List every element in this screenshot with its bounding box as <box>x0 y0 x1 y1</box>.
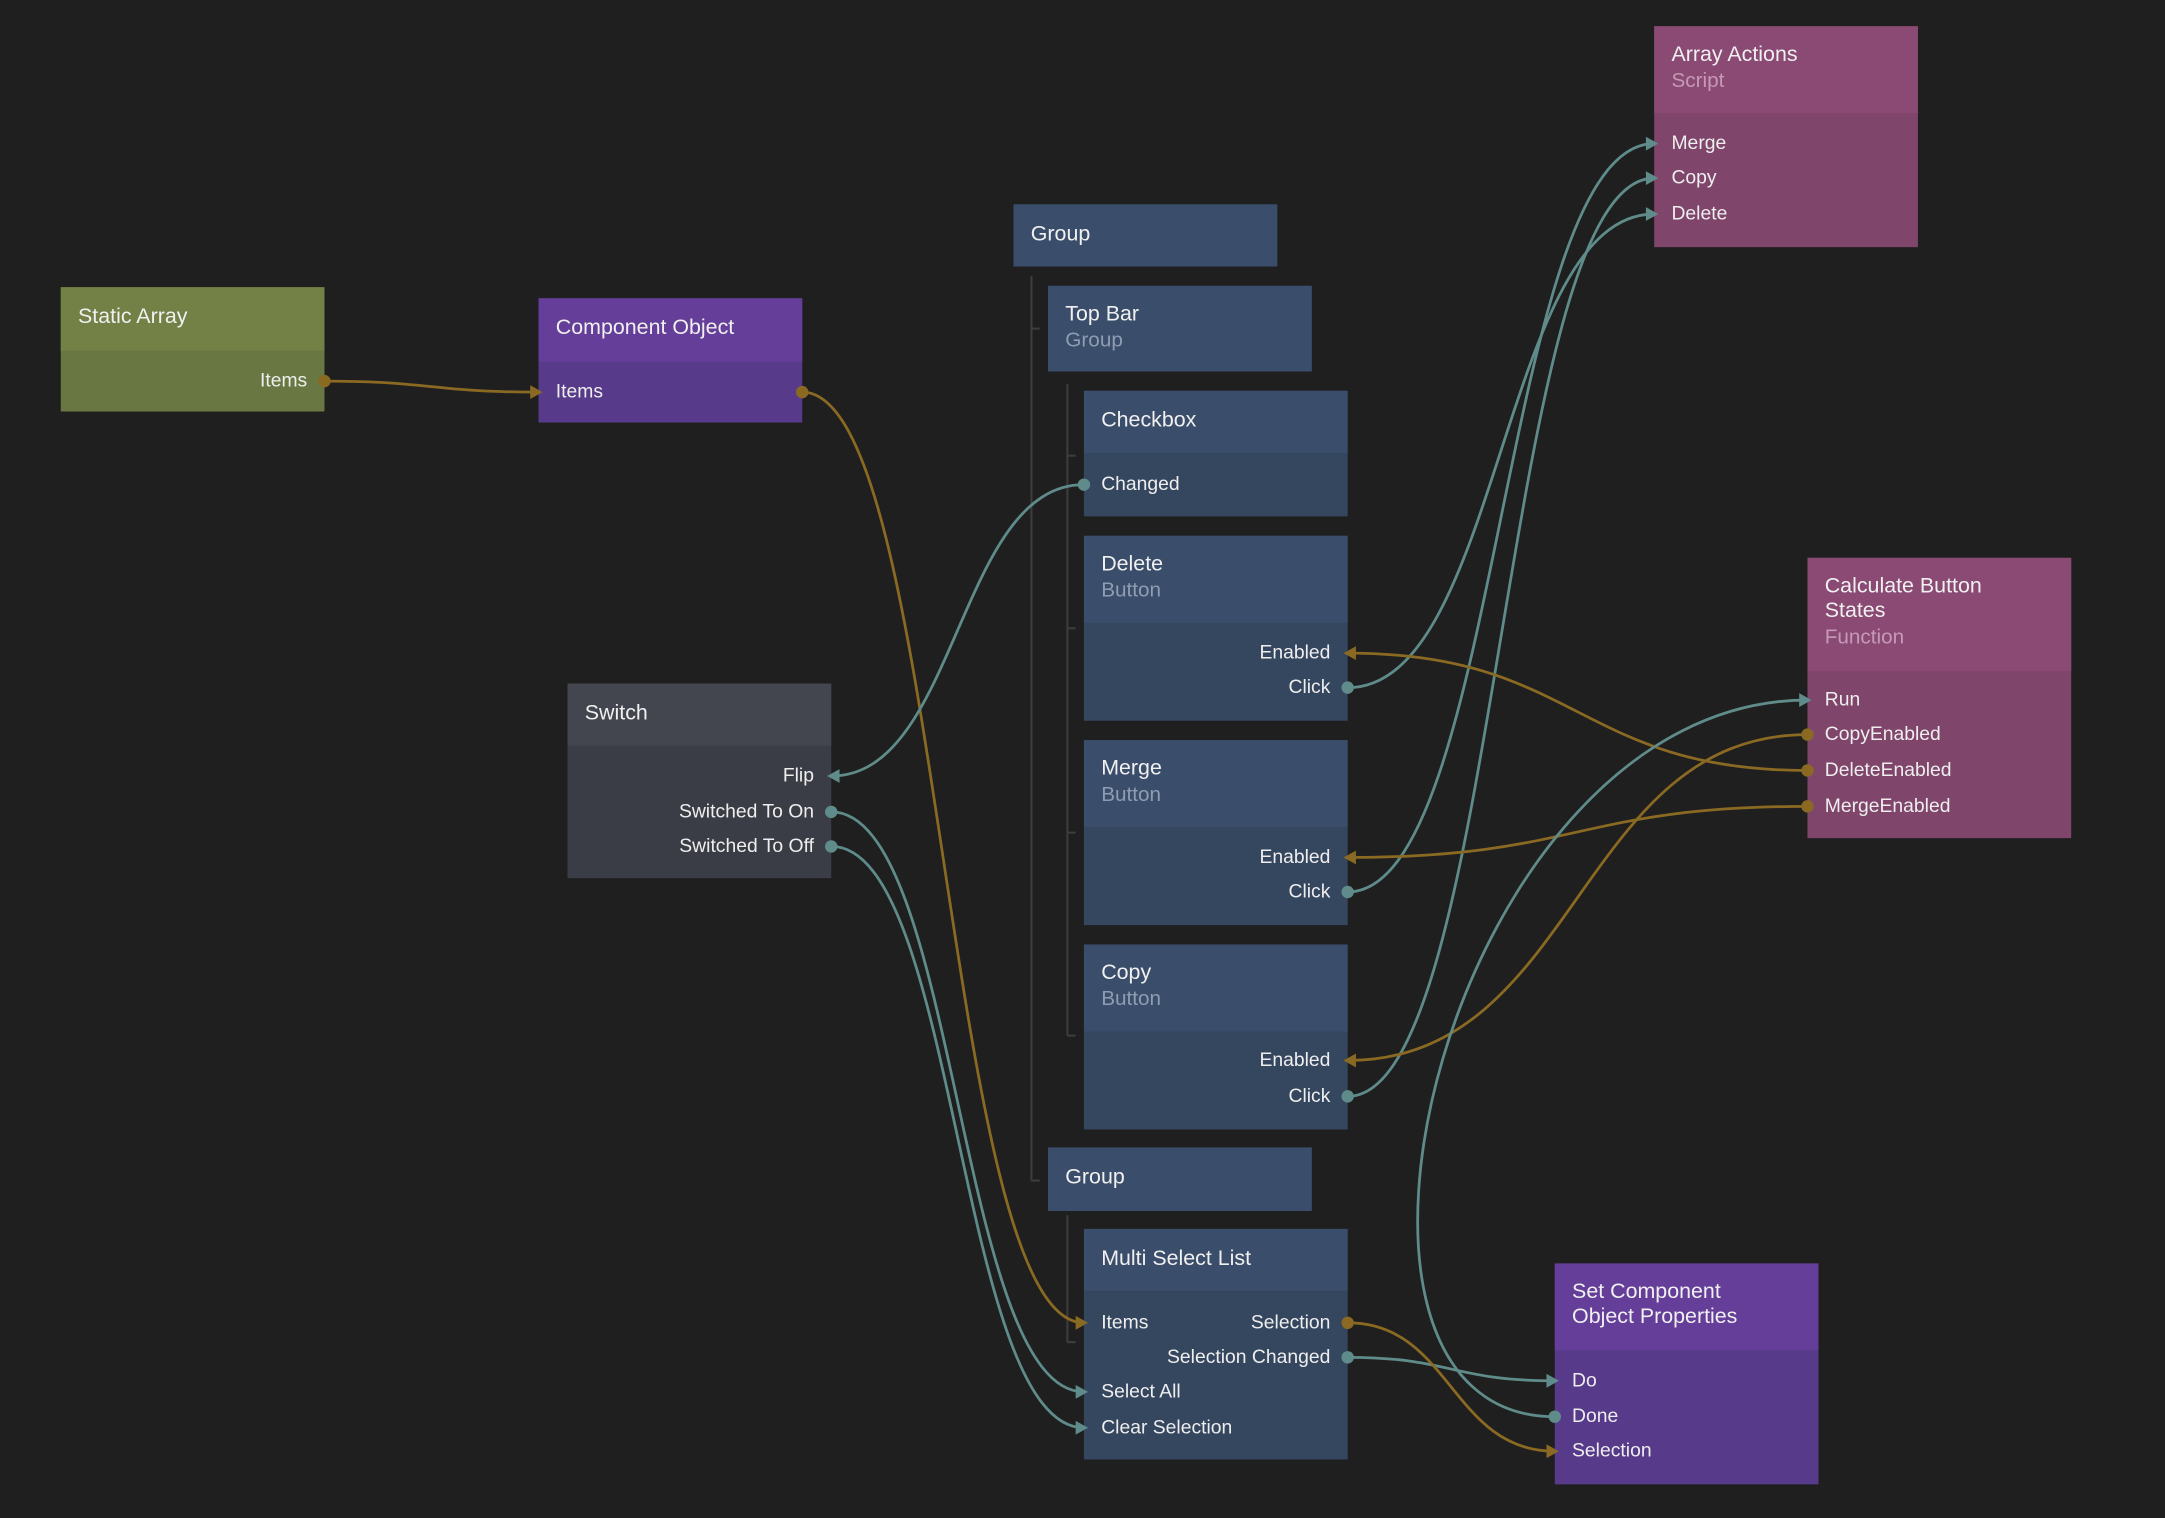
port-enabled[interactable]: Enabled <box>1259 640 1331 663</box>
node-title: Calculate Button States <box>1824 574 1982 623</box>
node-title: Component Object <box>555 316 735 340</box>
port-click[interactable]: Click <box>1288 879 1331 902</box>
port-deleteenabled[interactable]: DeleteEnabled <box>1824 758 1952 781</box>
node-header[interactable]: Delete Button <box>1083 535 1348 623</box>
node-top-bar[interactable]: Top Bar Group <box>1048 285 1312 372</box>
port-switched-to-on[interactable]: Switched To On <box>678 799 814 822</box>
node-header[interactable]: Group <box>1013 204 1278 267</box>
port-done[interactable]: Done <box>1572 1404 1619 1427</box>
port-items[interactable]: Items <box>1101 1310 1149 1333</box>
node-header[interactable]: Switch <box>567 683 832 746</box>
node-title: Multi Select List <box>1101 1246 1252 1271</box>
port-enabled[interactable]: Enabled <box>1259 845 1331 868</box>
node-group-bottom[interactable]: Group <box>1048 1147 1312 1211</box>
node-header[interactable]: Array Actions Script <box>1654 26 1918 114</box>
node-type-label: Button <box>1101 782 1162 807</box>
node-multi-select-list[interactable]: Multi Select List Items Selection Selection… <box>1083 1228 1348 1460</box>
node-calc-button-states[interactable]: Calculate Button States Function Run CopyEn… <box>1807 557 2072 839</box>
node-header[interactable]: Top Bar Group <box>1048 285 1312 372</box>
node-array-actions[interactable]: Array Actions Script Merge Copy Delete <box>1654 26 1918 248</box>
node-type-label: Button <box>1101 987 1162 1011</box>
node-header[interactable]: Set Component Object Properties <box>1554 1263 1819 1351</box>
node-type-label: Button <box>1101 578 1162 603</box>
port-mergeenabled[interactable]: MergeEnabled <box>1824 793 1951 817</box>
port-clear-selection[interactable]: Clear Selection <box>1101 1415 1233 1438</box>
port-do[interactable]: Do <box>1572 1368 1597 1391</box>
node-title: Group <box>1065 1165 1125 1189</box>
node-title: Group <box>1030 222 1091 246</box>
port-switched-to-off[interactable]: Switched To Off <box>679 834 814 857</box>
node-title: Copy <box>1101 961 1152 985</box>
port-items[interactable]: Items <box>555 379 604 402</box>
node-header[interactable]: Group <box>1048 1147 1312 1211</box>
node-header[interactable]: Copy Button <box>1083 944 1348 1032</box>
node-component-object[interactable]: Component Object Items <box>538 298 803 423</box>
port-copyenabled[interactable]: CopyEnabled <box>1824 722 1941 745</box>
node-merge-button[interactable]: Merge Button Enabled Click <box>1083 740 1348 926</box>
node-title: Static Array <box>78 305 188 329</box>
node-title: Set Component Object Properties <box>1572 1280 1738 1329</box>
port-click[interactable]: Click <box>1288 675 1331 698</box>
node-static-array[interactable]: Static Array Items <box>60 287 325 412</box>
node-header[interactable]: Component Object <box>538 298 803 362</box>
node-title: Delete <box>1101 552 1164 576</box>
node-group-root[interactable]: Group <box>1013 204 1278 267</box>
port-enabled[interactable]: Enabled <box>1259 1048 1331 1071</box>
node-title: Switch <box>584 701 648 725</box>
node-title: Checkbox <box>1101 408 1197 433</box>
port-copy[interactable]: Copy <box>1671 165 1717 188</box>
node-header[interactable]: Calculate Button States Function <box>1807 557 2072 672</box>
node-type-label: Function <box>1824 625 1905 649</box>
node-title: Merge <box>1101 756 1162 781</box>
node-switch[interactable]: Switch Flip Switched To On Switched To Off <box>567 683 832 879</box>
node-delete-button[interactable]: Delete Button Enabled Click <box>1083 535 1348 721</box>
port-flip[interactable]: Flip <box>782 763 814 786</box>
node-type-label: Group <box>1065 328 1123 353</box>
node-set-component-object-properties[interactable]: Set Component Object Properties Do Done Sel… <box>1554 1263 1819 1485</box>
node-header[interactable]: Multi Select List <box>1083 1228 1348 1292</box>
node-header[interactable]: Merge Button <box>1083 740 1348 828</box>
node-title: Array Actions <box>1671 42 1798 67</box>
port-merge[interactable]: Merge <box>1671 131 1727 154</box>
port-click[interactable]: Click <box>1288 1083 1331 1107</box>
node-type-label: Script <box>1671 69 1725 93</box>
port-delete[interactable]: Delete <box>1671 201 1728 224</box>
port-selection-changed[interactable]: Selection Changed <box>1167 1344 1331 1367</box>
node-copy-button[interactable]: Copy Button Enabled Click <box>1083 944 1348 1130</box>
node-header[interactable]: Checkbox <box>1083 390 1348 453</box>
node-checkbox[interactable]: Checkbox Changed <box>1083 390 1348 517</box>
port-selection[interactable]: Selection <box>1572 1438 1652 1461</box>
port-changed[interactable]: Changed <box>1101 472 1180 495</box>
node-header[interactable]: Static Array <box>60 287 325 351</box>
port-run[interactable]: Run <box>1824 687 1861 710</box>
port-selection[interactable]: Selection <box>1250 1310 1331 1333</box>
port-items[interactable]: Items <box>259 368 308 391</box>
port-select-all[interactable]: Select All <box>1101 1379 1181 1402</box>
node-title: Top Bar <box>1065 302 1140 326</box>
